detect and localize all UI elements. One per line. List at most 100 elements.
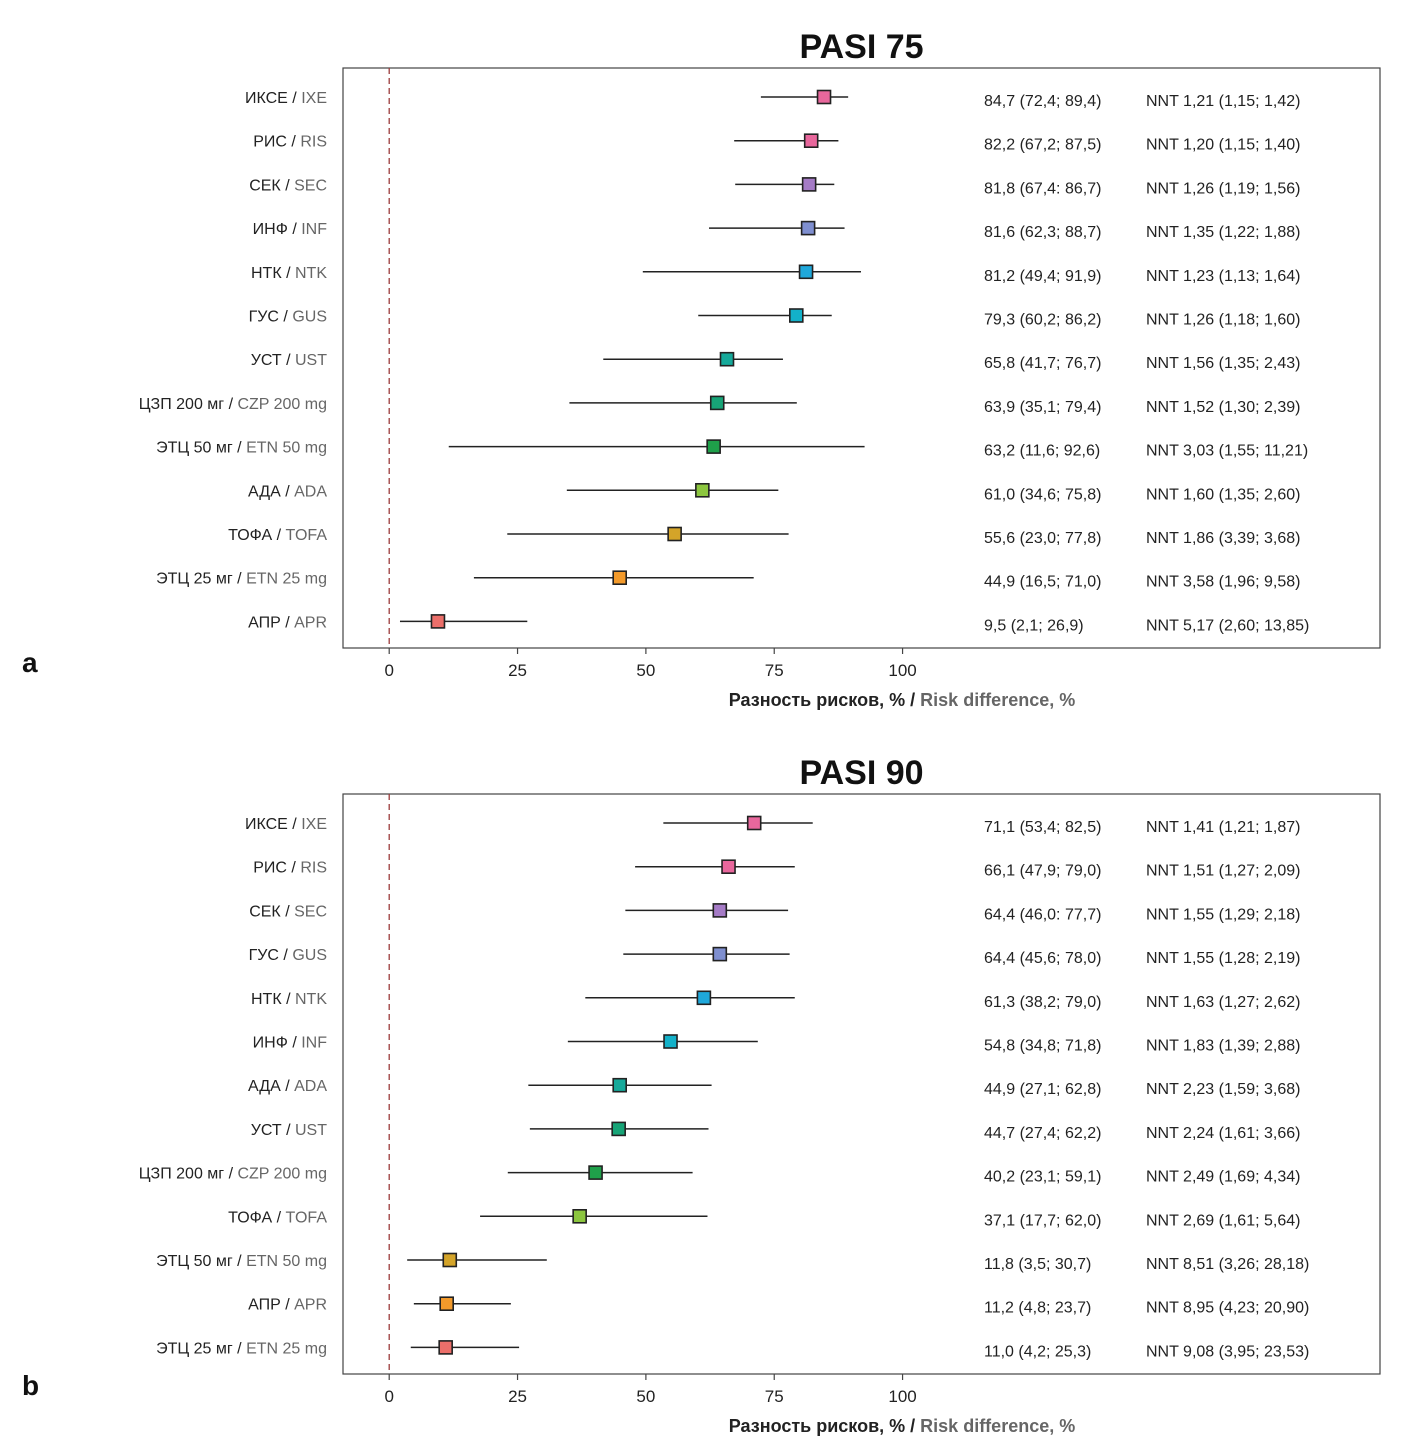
row-label-en: CZP 200 mg bbox=[237, 1166, 327, 1183]
row-label-separator: / bbox=[281, 903, 294, 920]
row-label-en: IXE bbox=[301, 816, 327, 833]
row-label-en: NTK bbox=[295, 991, 327, 1008]
row-label: АПР / APR bbox=[248, 1297, 327, 1314]
x-axis-label-ru: Разность рисков, % bbox=[729, 690, 905, 710]
row-label-separator: / bbox=[288, 816, 301, 833]
row-label-ru: ЦЗП 200 мг bbox=[139, 1166, 225, 1183]
row-label: АДА / ADA bbox=[248, 1078, 327, 1095]
row-label-separator: / bbox=[281, 614, 294, 631]
row-label-ru: ЭТЦ 25 мг bbox=[156, 1340, 233, 1357]
row-label-ru: НТК bbox=[251, 265, 282, 282]
row-label-separator: / bbox=[279, 309, 292, 326]
effect-estimate-text: 63,9 (35,1; 79,4) bbox=[984, 399, 1101, 416]
plot-frame bbox=[342, 67, 1381, 649]
chart-title: PASI 75 bbox=[799, 28, 923, 66]
effect-estimate-text: 66,1 (47,9; 79,0) bbox=[984, 863, 1101, 880]
row-label-en: CZP 200 mg bbox=[237, 396, 327, 413]
x-tick-label: 25 bbox=[508, 1387, 527, 1406]
effect-estimate-text: 81,8 (67,4: 86,7) bbox=[984, 180, 1101, 197]
row-label-ru: АПР bbox=[248, 614, 281, 631]
row-label-ru: ЭТЦ 50 мг bbox=[156, 440, 233, 457]
point-estimate-marker bbox=[695, 482, 710, 498]
nnt-text: NNT 1,41 (1,21; 1,87) bbox=[1146, 819, 1300, 836]
nnt-text: NNT 5,17 (2,60; 13,85) bbox=[1146, 617, 1309, 634]
effect-estimate-text: 65,8 (41,7; 76,7) bbox=[984, 355, 1101, 372]
row-label-separator: / bbox=[233, 571, 246, 588]
x-tick-label: 0 bbox=[384, 661, 393, 680]
x-axis-label-en: Risk difference, % bbox=[920, 690, 1075, 710]
point-estimate-marker bbox=[816, 89, 832, 105]
effect-estimate-text: 61,3 (38,2; 79,0) bbox=[984, 994, 1101, 1011]
effect-estimate-text: 11,8 (3,5; 30,7) bbox=[984, 1256, 1091, 1273]
row-label-separator: / bbox=[281, 1078, 294, 1095]
x-axis-label: Разность рисков, % / Risk difference, % bbox=[729, 690, 1075, 710]
row-label-ru: УСТ bbox=[251, 352, 282, 369]
point-estimate-marker bbox=[612, 570, 628, 586]
row-label: ИНФ / INF bbox=[253, 221, 328, 238]
row-label-ru: НТК bbox=[251, 991, 282, 1008]
nnt-text: NNT 1,21 (1,15; 1,42) bbox=[1146, 93, 1300, 110]
row-label: ЭТЦ 50 мг / ETN 50 mg bbox=[156, 440, 327, 457]
effect-estimate-text: 84,7 (72,4; 89,4) bbox=[984, 93, 1101, 110]
row-label-ru: ЭТЦ 50 мг bbox=[156, 1253, 233, 1270]
x-axis-label-separator: / bbox=[905, 690, 920, 710]
chart-title: PASI 90 bbox=[799, 754, 923, 792]
row-label-separator: / bbox=[288, 90, 301, 107]
row-label: СЕК / SEC bbox=[249, 177, 327, 194]
row-label-en: APR bbox=[294, 614, 327, 631]
row-label-separator: / bbox=[279, 947, 292, 964]
effect-estimate-text: 81,2 (49,4; 91,9) bbox=[984, 268, 1101, 285]
row-label-separator: / bbox=[281, 1297, 294, 1314]
row-label: ЦЗП 200 мг / CZP 200 mg bbox=[139, 1166, 327, 1183]
row-label-en: NTK bbox=[295, 265, 327, 282]
row-label-ru: ИНФ bbox=[253, 221, 288, 238]
effect-estimate-text: 9,5 (2,1; 26,9) bbox=[984, 617, 1084, 634]
nnt-text: NNT 1,55 (1,28; 2,19) bbox=[1146, 950, 1300, 967]
row-label: ЭТЦ 25 мг / ETN 25 mg bbox=[156, 571, 327, 588]
effect-estimate-text: 44,9 (27,1; 62,8) bbox=[984, 1081, 1101, 1098]
nnt-text: NNT 8,95 (4,23; 20,90) bbox=[1146, 1300, 1309, 1317]
row-label-en: IXE bbox=[301, 90, 327, 107]
row-label-en: TOFA bbox=[286, 1209, 328, 1226]
nnt-text: NNT 1,52 (1,30; 2,39) bbox=[1146, 399, 1300, 416]
effect-estimate-text: 37,1 (17,7; 62,0) bbox=[984, 1212, 1101, 1229]
effect-estimate-text: 55,6 (23,0; 77,8) bbox=[984, 530, 1101, 547]
row-label: УСТ / UST bbox=[251, 352, 328, 369]
effect-estimate-text: 71,1 (53,4; 82,5) bbox=[984, 819, 1101, 836]
point-estimate-marker bbox=[696, 990, 712, 1006]
row-label-en: INF bbox=[301, 1035, 327, 1052]
row-label-separator: / bbox=[288, 1035, 301, 1052]
row-label-separator: / bbox=[287, 134, 300, 151]
x-tick-label: 75 bbox=[765, 661, 784, 680]
row-label-separator: / bbox=[233, 1253, 246, 1270]
effect-estimate-text: 40,2 (23,1; 59,1) bbox=[984, 1169, 1101, 1186]
x-tick-label: 50 bbox=[636, 1387, 655, 1406]
row-label: ТОФА / TOFA bbox=[228, 1209, 327, 1226]
row-label-en: RIS bbox=[300, 134, 327, 151]
row-label-separator: / bbox=[282, 352, 295, 369]
row-label-en: GUS bbox=[292, 947, 327, 964]
point-estimate-marker bbox=[612, 1077, 628, 1093]
point-estimate-marker bbox=[663, 1034, 678, 1049]
panel-letter: a bbox=[22, 647, 38, 678]
nnt-text: NNT 1,51 (1,27; 2,09) bbox=[1146, 863, 1300, 880]
point-estimate-marker bbox=[721, 859, 736, 875]
row-label-separator: / bbox=[282, 1122, 295, 1139]
point-estimate-marker bbox=[798, 264, 814, 280]
row-label-ru: ЭТЦ 25 мг bbox=[156, 571, 233, 588]
row-label-en: SEC bbox=[294, 903, 327, 920]
nnt-text: NNT 9,08 (3,95; 23,53) bbox=[1146, 1343, 1309, 1360]
row-label-ru: ГУС bbox=[249, 947, 279, 964]
point-estimate-marker bbox=[800, 220, 816, 236]
row-label-ru: ИНФ bbox=[253, 1035, 288, 1052]
row-label-en: UST bbox=[295, 1122, 327, 1139]
row-label-en: INF bbox=[301, 221, 327, 238]
row-label: АДА / ADA bbox=[248, 483, 327, 500]
row-label-en: ETN 25 mg bbox=[246, 571, 327, 588]
row-label-ru: ТОФА bbox=[228, 527, 272, 544]
nnt-text: NNT 1,23 (1,13; 1,64) bbox=[1146, 268, 1300, 285]
plot-frame bbox=[342, 793, 1381, 1375]
row-label-separator: / bbox=[224, 396, 237, 413]
x-tick-label: 25 bbox=[508, 661, 527, 680]
